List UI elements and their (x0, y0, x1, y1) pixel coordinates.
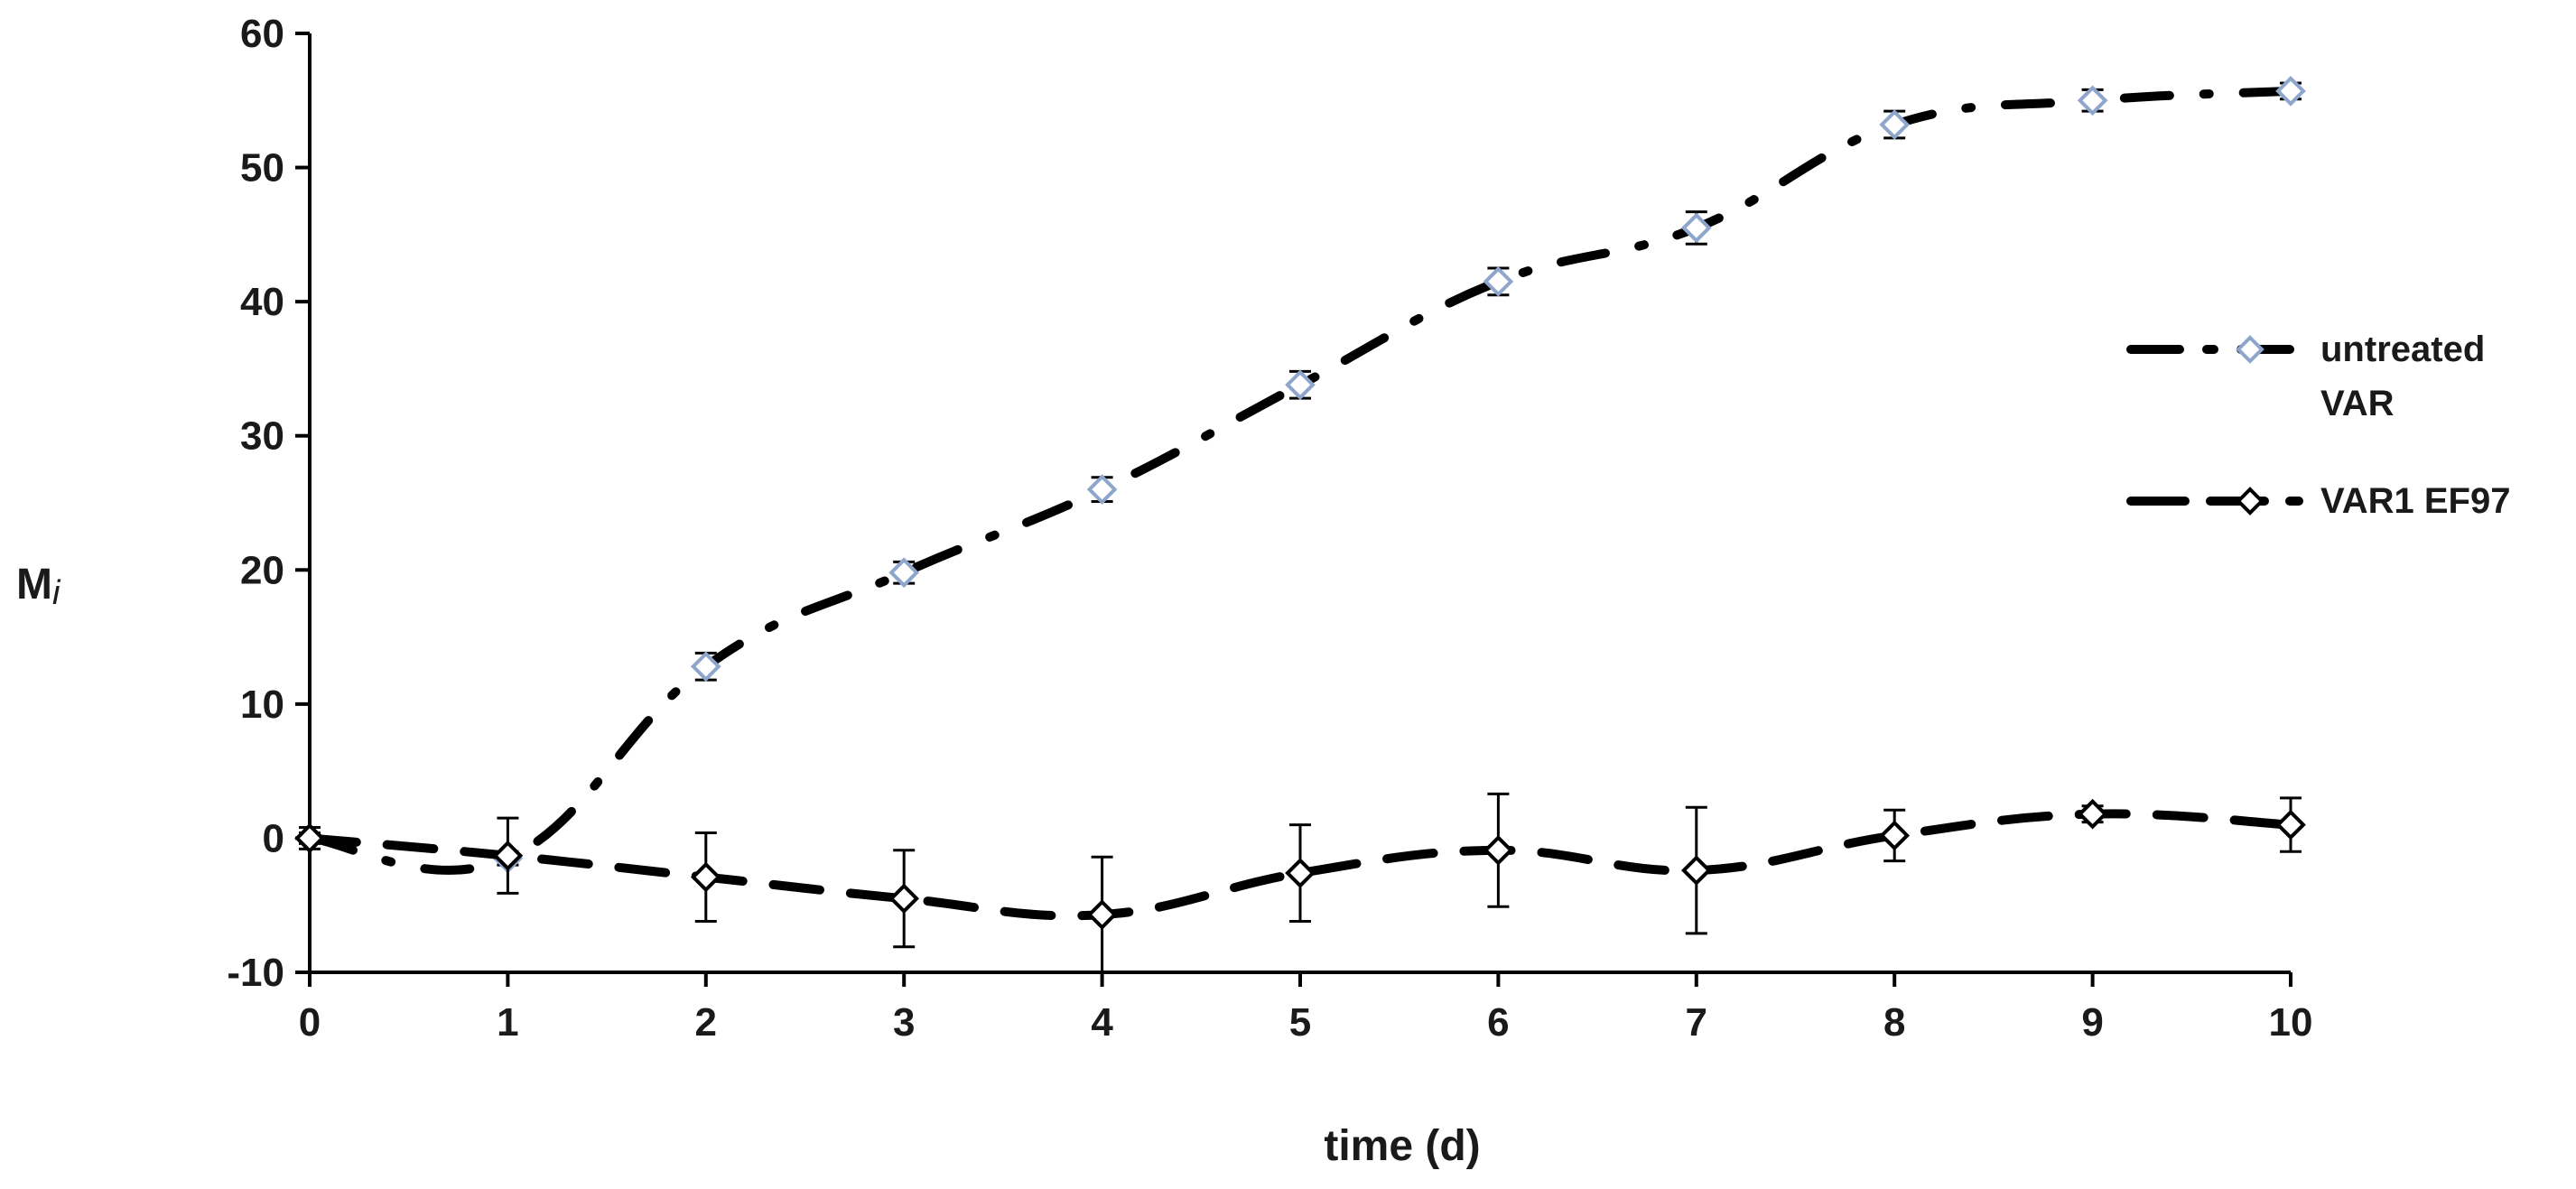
series-1 (294, 76, 2306, 875)
series-layer (294, 76, 2306, 974)
legend-marker (2236, 335, 2264, 364)
data-point (690, 651, 721, 683)
x-tick-label: 2 (695, 1000, 717, 1045)
x-tick-label: 10 (2269, 1000, 2313, 1045)
data-point (1086, 899, 1118, 930)
x-tick-label: 0 (299, 1000, 321, 1045)
y-axis-title-subscript: i (52, 574, 61, 612)
y-tick-label: 50 (240, 146, 284, 190)
data-point (888, 557, 920, 589)
data-point (1285, 369, 1316, 401)
data-point (294, 822, 325, 854)
data-point (2077, 798, 2108, 830)
data-point (1879, 109, 1911, 140)
y-tick-label: 20 (240, 548, 284, 592)
legend-marker (2236, 487, 2264, 516)
y-tick-label: 30 (240, 414, 284, 459)
y-tick-label: 10 (240, 683, 284, 727)
x-tick-label: 4 (1091, 1000, 1113, 1045)
x-tick-label: 8 (1883, 1000, 1905, 1045)
data-point (2275, 809, 2306, 841)
x-tick-label: 6 (1487, 1000, 1509, 1045)
data-point (1285, 858, 1316, 888)
x-axis-title: time (d) (1324, 1122, 1480, 1170)
x-tick-label: 1 (497, 1000, 518, 1045)
x-tick-label: 7 (1686, 1000, 1707, 1045)
legend-label: untreated (2320, 330, 2485, 369)
y-axis-ticks: -10 0 10 20 30 40 50 60 (227, 12, 310, 995)
data-point (2275, 76, 2306, 107)
legend: untreated VAR VAR1 EF97 (2126, 330, 2510, 521)
data-point (492, 840, 524, 871)
legend-item-2: VAR1 EF97 (2126, 481, 2510, 521)
legend-item-1: untreated VAR (2126, 330, 2485, 423)
data-point (1086, 474, 1118, 505)
y-axis-title: Mi (16, 561, 61, 612)
y-axis-title-main: M (16, 561, 52, 608)
y-tick-label: -10 (227, 951, 284, 995)
x-axis-ticks: 0 1 2 3 4 5 6 7 8 9 10 (299, 972, 2313, 1045)
series-line (305, 809, 2295, 921)
data-point (1680, 855, 1712, 886)
data-point (1879, 820, 1911, 851)
data-point (690, 861, 721, 893)
legend-label: VAR1 EF97 (2320, 481, 2510, 521)
series-line (305, 86, 2295, 875)
y-tick-label: 60 (240, 12, 284, 56)
legend-label: VAR (2320, 384, 2395, 423)
x-tick-label: 9 (2081, 1000, 2103, 1045)
x-tick-label: 3 (893, 1000, 915, 1045)
series-2 (294, 792, 2306, 974)
y-tick-label: 40 (240, 280, 284, 324)
data-point (888, 883, 920, 915)
data-point (1483, 834, 1514, 866)
x-tick-label: 5 (1289, 1000, 1311, 1045)
data-point (1680, 212, 1712, 244)
y-tick-label: 0 (263, 816, 284, 860)
data-point (2077, 85, 2108, 116)
data-point (1483, 266, 1514, 297)
